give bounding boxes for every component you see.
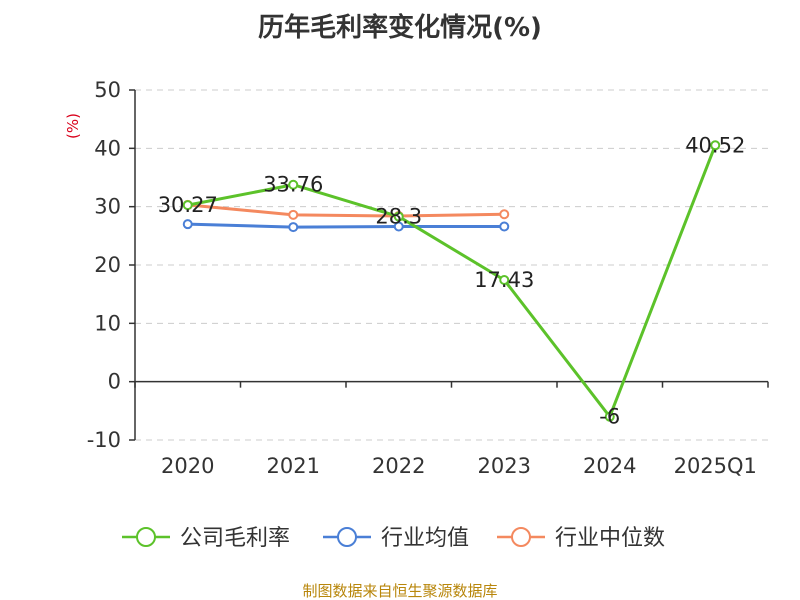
x-tick-label: 2021 — [267, 454, 320, 478]
data-label-layer: 30.27 33.76 28.3 17.43 -6 40.52 — [158, 133, 746, 428]
series-point — [604, 411, 615, 422]
series-line — [187, 203, 505, 218]
y-tick-label: 50 — [94, 78, 121, 102]
data-label: 28.3 — [375, 205, 422, 229]
legend-label: 公司毛利率 — [180, 526, 290, 551]
series-point — [499, 221, 510, 232]
data-label: 40.52 — [685, 133, 745, 157]
legend-marker — [511, 527, 531, 547]
y-tick-label: 0 — [108, 370, 121, 394]
data-label: 33.76 — [263, 173, 323, 197]
y-tick-label: -10 — [87, 428, 121, 452]
legend-item[interactable]: 行业中位数 — [497, 526, 665, 551]
legend: 公司毛利率 行业均值 行业中位数 — [122, 526, 665, 551]
legend-label: 行业均值 — [381, 526, 469, 551]
legend-item[interactable]: 公司毛利率 — [122, 526, 290, 551]
axis-layer: -10 0 10 20 30 40 50 2020 2021 2022 2023 2024 2025Q1 — [87, 78, 769, 478]
y-tick-label: 20 — [94, 253, 121, 277]
y-tick-label: 10 — [94, 311, 121, 335]
series-point — [288, 209, 299, 220]
series-point — [288, 222, 299, 233]
legend-label: 行业中位数 — [555, 526, 665, 551]
x-tick-label: 2024 — [583, 454, 636, 478]
source-note: 制图数据来自恒生聚源数据库 — [302, 582, 497, 600]
series-point — [182, 200, 193, 211]
series-point — [393, 211, 404, 222]
chart-title: 历年毛利率变化情况(%) — [258, 12, 542, 43]
x-tick-label: 2023 — [478, 454, 531, 478]
data-label: -6 — [599, 405, 620, 429]
x-tick-label: 2020 — [161, 454, 214, 478]
series-line — [187, 222, 505, 229]
y-tick-label: 40 — [94, 136, 121, 160]
y-tick-label: 30 — [94, 195, 121, 219]
legend-marker — [136, 527, 156, 547]
series-point — [182, 219, 193, 230]
series-point — [499, 209, 510, 220]
series-layer — [182, 140, 721, 422]
legend-item[interactable]: 行业均值 — [323, 526, 469, 551]
y-axis-label: (%) — [64, 113, 82, 139]
series-point — [288, 179, 299, 190]
x-tick-label: 2025Q1 — [674, 454, 757, 478]
series-point — [710, 140, 721, 151]
x-tick-label: 2022 — [372, 454, 425, 478]
series-point — [393, 221, 404, 232]
legend-marker — [337, 527, 357, 547]
data-label: 17.43 — [474, 268, 534, 292]
series-point — [499, 274, 510, 285]
series-line — [187, 144, 717, 419]
data-label: 30.27 — [158, 193, 218, 217]
